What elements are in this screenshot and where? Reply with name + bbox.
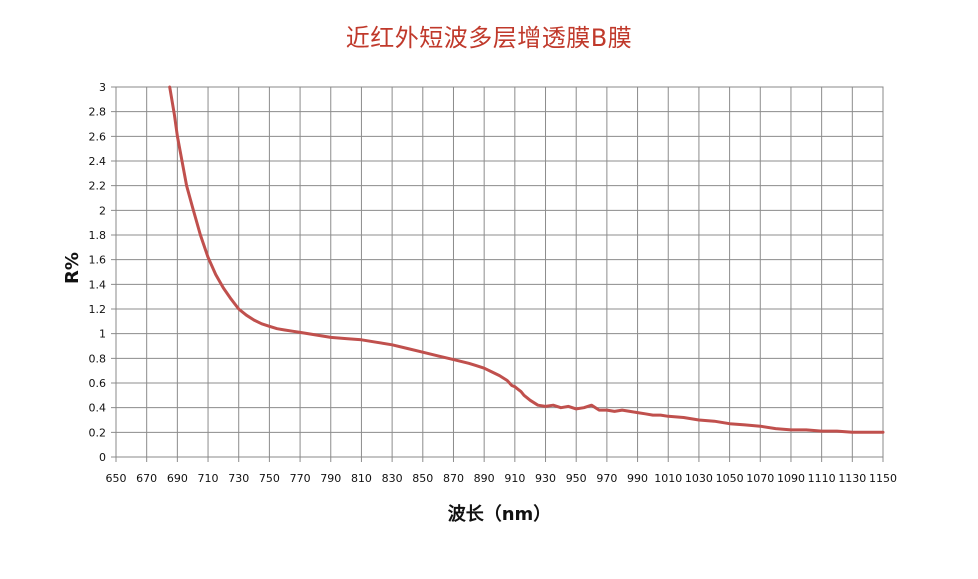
y-tick-label: 1.8	[89, 229, 107, 242]
x-tick-label: 870	[443, 472, 464, 485]
series-line	[168, 85, 885, 434]
x-tick-label: 850	[412, 472, 433, 485]
x-axis-title: 波长（nm）	[448, 503, 552, 525]
x-tick-label: 1090	[777, 472, 805, 485]
x-tick-label: 950	[566, 472, 587, 485]
y-tick-label: 1.2	[89, 303, 107, 316]
x-tick-label: 790	[320, 472, 341, 485]
x-tick-label: 1050	[716, 472, 744, 485]
x-tick-label: 1030	[685, 472, 713, 485]
x-axis-ticks: 650 670 690 710 730 750 770 790 810 830 850 870 890 9…	[106, 472, 898, 485]
x-tick-label: 1110	[808, 472, 836, 485]
x-tick-label: 670	[136, 472, 157, 485]
y-axis-title: R%	[62, 252, 83, 284]
grid-lines	[111, 86, 884, 462]
y-tick-label: 0.2	[89, 426, 107, 439]
y-tick-label: 0.4	[89, 402, 107, 415]
x-tick-label: 890	[474, 472, 495, 485]
x-tick-label: 1070	[746, 472, 774, 485]
x-tick-label: 1150	[869, 472, 897, 485]
x-tick-label: 770	[290, 472, 311, 485]
y-tick-label: 2.6	[89, 130, 107, 143]
y-tick-label: 2.8	[89, 106, 107, 119]
x-tick-label: 730	[228, 472, 249, 485]
x-tick-label: 650	[106, 472, 127, 485]
y-tick-label: 0	[99, 451, 106, 464]
chart-title: 近红外短波多层增透膜B膜	[345, 24, 633, 52]
x-tick-label: 710	[198, 472, 219, 485]
x-tick-label: 810	[351, 472, 372, 485]
x-tick-label: 1010	[654, 472, 682, 485]
x-tick-label: 910	[504, 472, 525, 485]
y-axis-ticks: 0 0.2 0.4 0.6 0.8 1 1.2 1.4 1.6 1.8 2 2.2 2.4 2.6 2.8 3	[89, 81, 107, 464]
y-tick-label: 1.4	[89, 278, 107, 291]
y-tick-label: 3	[99, 81, 106, 94]
x-tick-label: 1130	[838, 472, 866, 485]
x-tick-label: 830	[382, 472, 403, 485]
x-tick-label: 990	[627, 472, 648, 485]
y-tick-label: 0.6	[89, 377, 107, 390]
y-tick-label: 2.4	[89, 155, 107, 168]
plot-area-frame	[115, 86, 884, 458]
x-tick-label: 930	[535, 472, 556, 485]
y-tick-label: 2.2	[89, 180, 107, 193]
y-tick-label: 1	[99, 328, 106, 341]
y-tick-label: 2	[99, 204, 106, 217]
x-tick-label: 970	[596, 472, 617, 485]
x-tick-label: 750	[259, 472, 280, 485]
y-tick-label: 0.8	[89, 352, 107, 365]
y-tick-label: 1.6	[89, 254, 107, 267]
x-tick-label: 690	[167, 472, 188, 485]
